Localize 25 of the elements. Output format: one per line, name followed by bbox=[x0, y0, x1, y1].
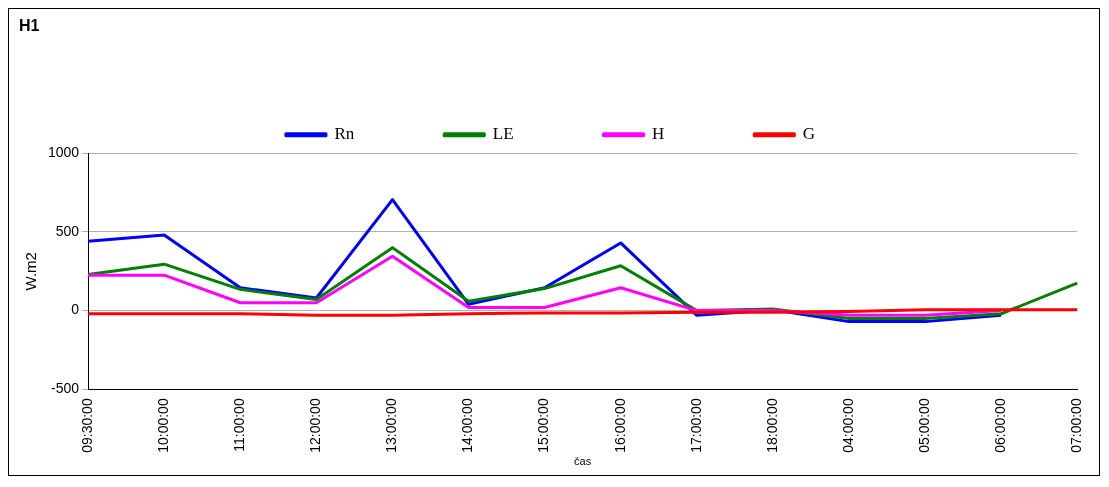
x-axis-title: čas bbox=[574, 455, 592, 468]
legend-label: LE bbox=[492, 124, 514, 144]
x-tick-label: 13:00:00 bbox=[383, 398, 400, 453]
chart-title: H1 bbox=[19, 17, 40, 35]
y-axis-title: W.m2 bbox=[22, 252, 40, 291]
x-tick-label: 09:30:00 bbox=[79, 398, 95, 453]
x-tick-label: 06:00:00 bbox=[991, 398, 1008, 453]
legend-label: G bbox=[802, 124, 816, 144]
y-tick-label: 0 bbox=[71, 301, 80, 318]
y-tick-label: 1000 bbox=[47, 144, 80, 161]
y-tick-label: -500 bbox=[51, 380, 80, 397]
x-tick-label: 16:00:00 bbox=[611, 398, 628, 453]
x-tick-label: 15:00:00 bbox=[535, 398, 552, 453]
x-tick-label: 05:00:00 bbox=[915, 398, 932, 453]
x-tick-label: 14:00:00 bbox=[459, 398, 476, 453]
y-tick-label: 500 bbox=[55, 222, 80, 239]
x-tick-label: 17:00:00 bbox=[687, 398, 704, 453]
x-tick-label: 11:00:00 bbox=[231, 398, 248, 452]
x-tick-label: 10:00:00 bbox=[155, 398, 172, 453]
legend-label: Rn bbox=[334, 124, 355, 144]
legend-label: H bbox=[652, 124, 665, 144]
x-tick-label: 18:00:00 bbox=[763, 398, 780, 453]
x-tick-label: 12:00:00 bbox=[307, 398, 324, 453]
x-tick-label: 07:00:00 bbox=[1068, 398, 1085, 453]
x-tick-label: 04:00:00 bbox=[839, 398, 856, 453]
